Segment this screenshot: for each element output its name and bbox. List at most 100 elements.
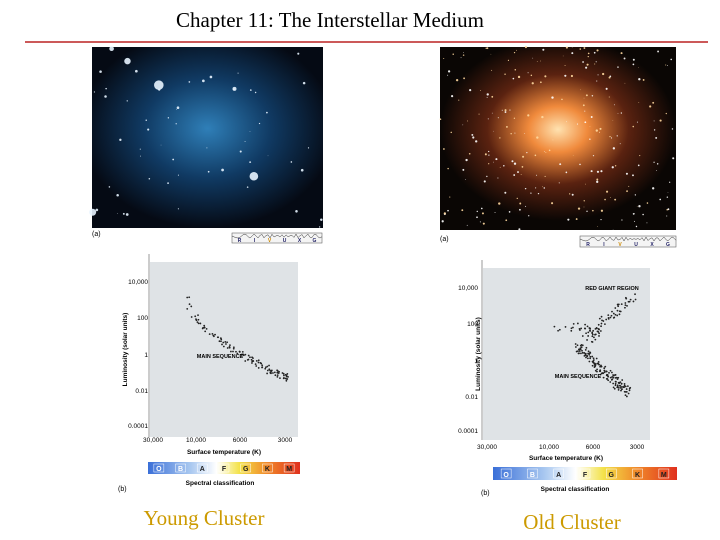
star (177, 208, 179, 210)
star-point (235, 350, 237, 353)
star-point (261, 366, 263, 369)
star (449, 196, 451, 198)
star-point (591, 331, 594, 334)
star-point (186, 308, 189, 310)
star-point (634, 298, 637, 301)
star (491, 69, 493, 71)
star (517, 171, 519, 174)
star (590, 116, 593, 118)
x-tick-label: 10,000 (539, 444, 559, 451)
star-point (599, 373, 602, 376)
star-point (276, 375, 279, 378)
star (497, 117, 499, 119)
star-point (197, 314, 199, 317)
star-point (586, 357, 589, 360)
star (579, 163, 581, 166)
star (628, 185, 630, 187)
star (483, 180, 486, 183)
star-point (585, 332, 587, 335)
star (249, 131, 251, 133)
star-point (264, 366, 267, 369)
filter-band: I (603, 242, 605, 248)
star (221, 168, 224, 172)
star (177, 174, 180, 176)
star (571, 193, 574, 196)
star-point (247, 354, 250, 357)
star-point (581, 344, 584, 347)
star-point (591, 333, 594, 336)
star-point (624, 304, 627, 307)
star (526, 152, 528, 154)
star (505, 219, 508, 222)
star-point (268, 364, 270, 367)
star (541, 115, 544, 119)
filter-band: U (634, 242, 638, 248)
star-point (580, 346, 583, 349)
star-point (607, 317, 610, 319)
star-point (589, 355, 592, 358)
star-point (616, 314, 619, 317)
star-point (616, 385, 619, 388)
star-point (611, 371, 613, 374)
star-point (601, 372, 604, 375)
star (666, 215, 668, 217)
star (583, 206, 585, 208)
star (559, 163, 562, 166)
diagram-annotation: RED GIANT REGION (585, 286, 639, 292)
star (99, 70, 102, 73)
star (616, 135, 618, 137)
star-point (592, 357, 595, 360)
star-point (634, 293, 636, 296)
star (481, 212, 484, 215)
star (135, 69, 138, 73)
star-point (188, 296, 191, 299)
star (572, 155, 574, 157)
star-point (620, 389, 622, 392)
spectral-class: K (635, 472, 640, 479)
cluster-photo (440, 47, 676, 230)
filter-wave (231, 233, 323, 239)
y-axis-label: Luminosity (solar units) (475, 317, 482, 391)
star-point (625, 395, 628, 398)
star (122, 212, 125, 215)
star-point (283, 374, 285, 377)
filter-band: G (666, 242, 670, 248)
star (580, 89, 582, 91)
x-tick-label: 3000 (278, 437, 293, 444)
star-point (195, 318, 197, 321)
star (632, 58, 635, 61)
star-point (618, 382, 621, 385)
star (471, 133, 474, 136)
star (636, 121, 638, 123)
star-point (257, 361, 260, 364)
star-point (226, 347, 229, 349)
star (670, 58, 673, 61)
y-tick-label: 0.0001 (458, 428, 478, 435)
star-point (618, 384, 621, 387)
star-point (216, 336, 219, 339)
star-point (600, 322, 603, 325)
x-axis-label: Surface temperature (K) (187, 449, 261, 456)
star-point (218, 340, 221, 343)
star-point (266, 369, 269, 372)
star-point (620, 382, 623, 385)
star (209, 75, 213, 79)
star (561, 98, 563, 101)
star (564, 64, 566, 66)
cluster-caption: Young Cluster (144, 506, 265, 530)
spectral-class: K (265, 466, 270, 473)
star-point (581, 335, 584, 337)
star (158, 88, 161, 91)
star-point (600, 325, 602, 328)
star-point (570, 329, 573, 332)
star-point (251, 360, 254, 363)
spectral-class-box (632, 468, 643, 479)
star (612, 120, 614, 121)
spectral-class: M (661, 472, 667, 479)
star (441, 220, 444, 223)
photo-label: (a) (92, 231, 101, 238)
star (537, 192, 540, 195)
star (620, 52, 623, 55)
star-point (624, 306, 626, 309)
star (638, 78, 641, 81)
